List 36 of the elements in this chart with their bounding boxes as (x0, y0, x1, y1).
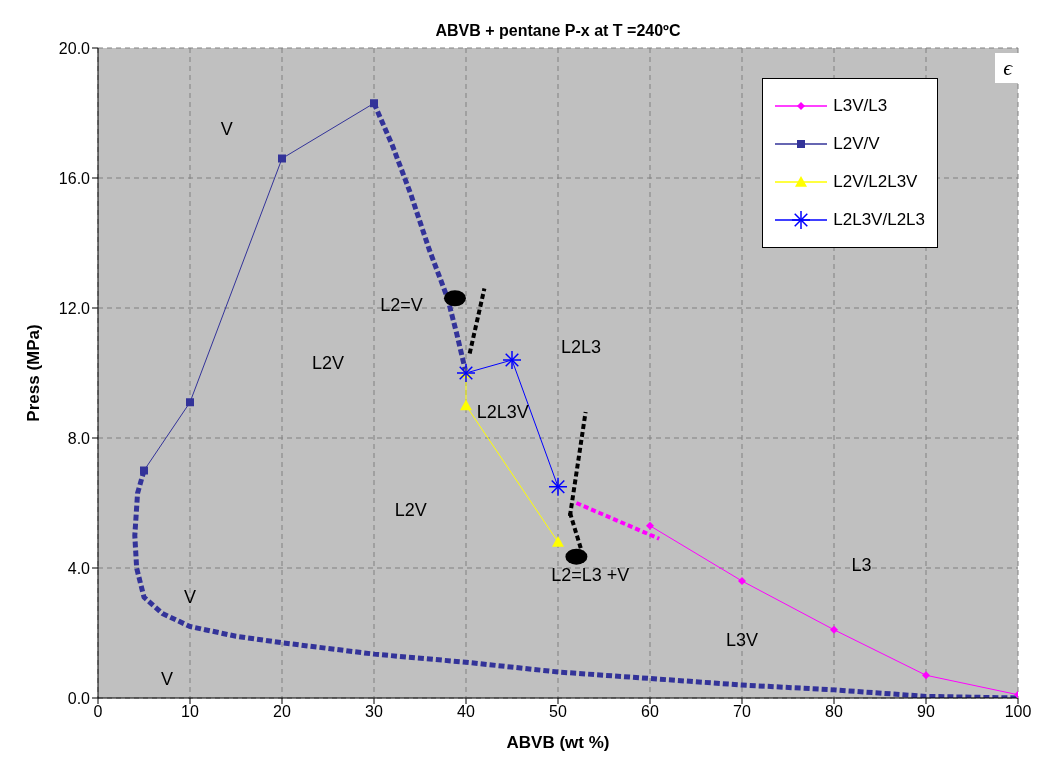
annotation: V (220, 119, 233, 140)
x-tick-label: 0 (93, 703, 103, 721)
y-axis-title: Press (MPa) (24, 324, 44, 422)
x-tick-label: 50 (549, 703, 567, 721)
x-tick-label: 20 (273, 703, 291, 721)
x-axis-title: ABVB (wt %) (506, 733, 610, 752)
annotation: V (183, 587, 197, 608)
annotation: L2=V (380, 294, 423, 315)
y-tick-label: 20.0 (58, 39, 91, 57)
x-tick-label: 60 (641, 703, 659, 721)
x-tick-label: 10 (181, 703, 199, 721)
annotation: ϵ (995, 53, 1020, 83)
legend-label: L2L3V/L2L3 (833, 210, 925, 230)
annotation: L3 (851, 554, 872, 575)
annotation: V (160, 668, 174, 689)
y-tick-label: 16.0 (58, 169, 91, 187)
annotation: L2L3 (560, 337, 602, 357)
x-tick-label: 100 (1004, 703, 1032, 721)
legend-label: L2V/L2L3V (833, 172, 918, 192)
x-tick-label: 80 (825, 703, 843, 721)
legend-label: L3V/L3 (833, 96, 888, 116)
y-tick-label: 12.0 (58, 299, 91, 317)
x-tick-label: 40 (457, 703, 475, 721)
chart-title: ABVB + pentane P-x at T =240ºC (435, 22, 681, 39)
annotation: L2L3V (476, 402, 529, 422)
legend-label: L2V/V (833, 134, 880, 154)
y-tick-label: 0.0 (67, 689, 91, 707)
annotation: L3V (725, 629, 759, 650)
y-tick-label: 4.0 (67, 559, 91, 577)
annotation: L2V (394, 499, 427, 520)
annotation: L2=L3 +V (551, 564, 630, 585)
x-tick-label: 70 (733, 703, 751, 721)
x-tick-label: 30 (365, 703, 383, 721)
y-tick-label: 8.0 (67, 429, 91, 447)
x-tick-label: 90 (917, 703, 935, 721)
annotation: L2V (311, 353, 345, 374)
